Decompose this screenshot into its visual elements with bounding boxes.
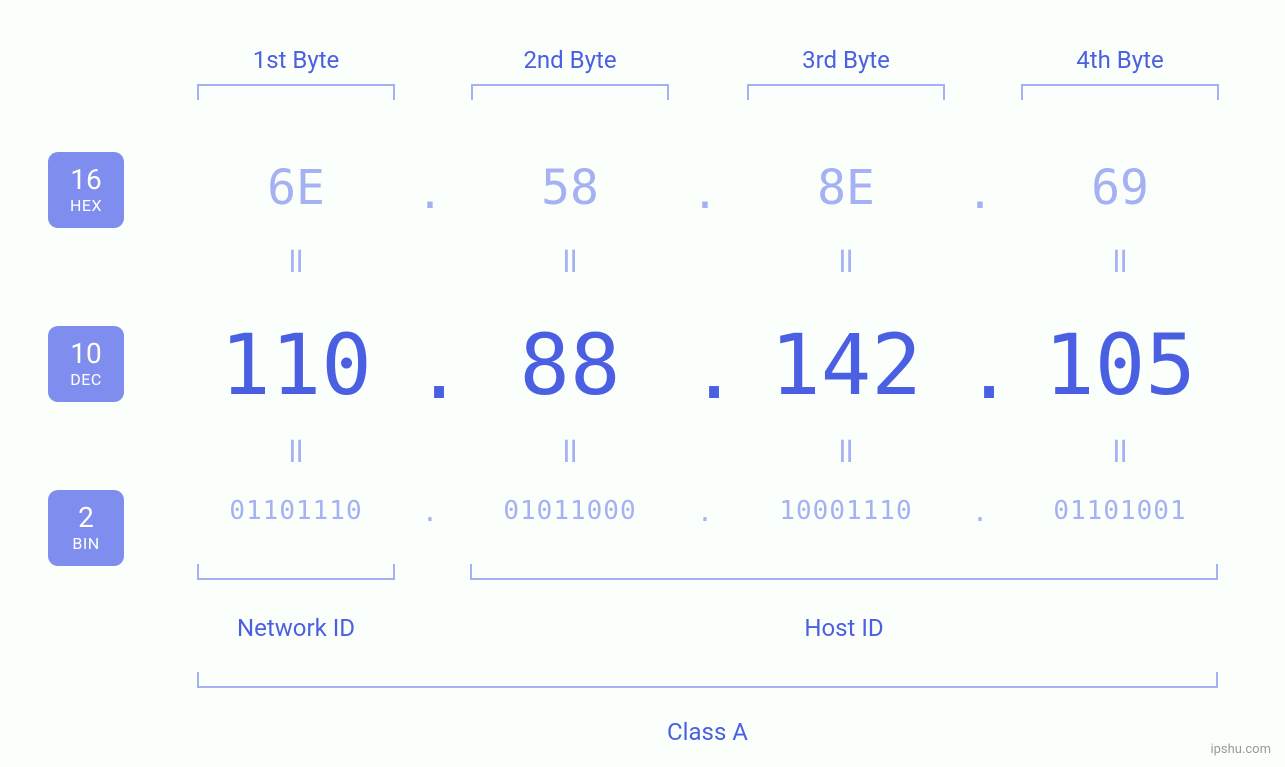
separator-dot: . [965, 168, 995, 219]
equals-icon: ll [1100, 245, 1140, 280]
byte-bracket [197, 84, 395, 100]
badge-hex-num: 16 [70, 166, 101, 194]
hex-val-value: 58 [490, 160, 650, 216]
bracket-network-id [197, 564, 395, 580]
separator-dot: . [415, 498, 445, 528]
equals-icon: ll [550, 435, 590, 470]
dec-val-value: 88 [450, 316, 690, 414]
bracket-host-id [470, 564, 1218, 580]
equals-icon: ll [826, 435, 866, 470]
badge-bin: 2 BIN [48, 490, 124, 566]
byte-bracket [747, 84, 945, 100]
badge-dec-num: 10 [70, 340, 101, 368]
separator-dot: . [415, 168, 445, 219]
badge-bin-lbl: BIN [72, 534, 99, 553]
bin-val-value: 01101001 [1000, 496, 1240, 526]
hex-val-value: 8E [766, 160, 926, 216]
separator-dot: . [690, 168, 720, 219]
label-class: Class A [197, 718, 1218, 746]
badge-dec-lbl: DEC [70, 370, 102, 389]
equals-icon: ll [276, 245, 316, 280]
label-host-id: Host ID [470, 614, 1218, 642]
byte-bracket [471, 84, 669, 100]
separator-dot: . [690, 324, 720, 417]
bin-val-value: 01101110 [176, 496, 416, 526]
ip-diagram: 16 HEX 10 DEC 2 BIN 1st Byte 2nd Byte 3rd … [0, 0, 1285, 767]
equals-icon: ll [826, 245, 866, 280]
bin-val-value: 01011000 [450, 496, 690, 526]
equals-icon: ll [276, 435, 316, 470]
badge-bin-num: 2 [78, 504, 94, 532]
byte-header: 2nd Byte [470, 46, 670, 74]
badge-dec: 10 DEC [48, 326, 124, 402]
separator-dot: . [965, 498, 995, 528]
label-network-id: Network ID [197, 614, 395, 642]
watermark: ipshu.com [1210, 742, 1271, 757]
dec-val-value: 142 [726, 316, 966, 414]
badge-hex-lbl: HEX [70, 196, 102, 215]
badge-hex: 16 HEX [48, 152, 124, 228]
equals-icon: ll [1100, 435, 1140, 470]
bin-val-value: 10001110 [726, 496, 966, 526]
byte-header: 3rd Byte [746, 46, 946, 74]
separator-dot: . [965, 324, 995, 417]
byte-header: 1st Byte [196, 46, 396, 74]
equals-icon: ll [550, 245, 590, 280]
hex-val-value: 69 [1040, 160, 1200, 216]
byte-header: 4th Byte [1020, 46, 1220, 74]
dec-val-value: 105 [1000, 316, 1240, 414]
hex-val-value: 6E [216, 160, 376, 216]
byte-bracket [1021, 84, 1219, 100]
bracket-class [197, 672, 1218, 688]
separator-dot: . [415, 324, 445, 417]
dec-val-value: 110 [176, 316, 416, 414]
separator-dot: . [690, 498, 720, 528]
